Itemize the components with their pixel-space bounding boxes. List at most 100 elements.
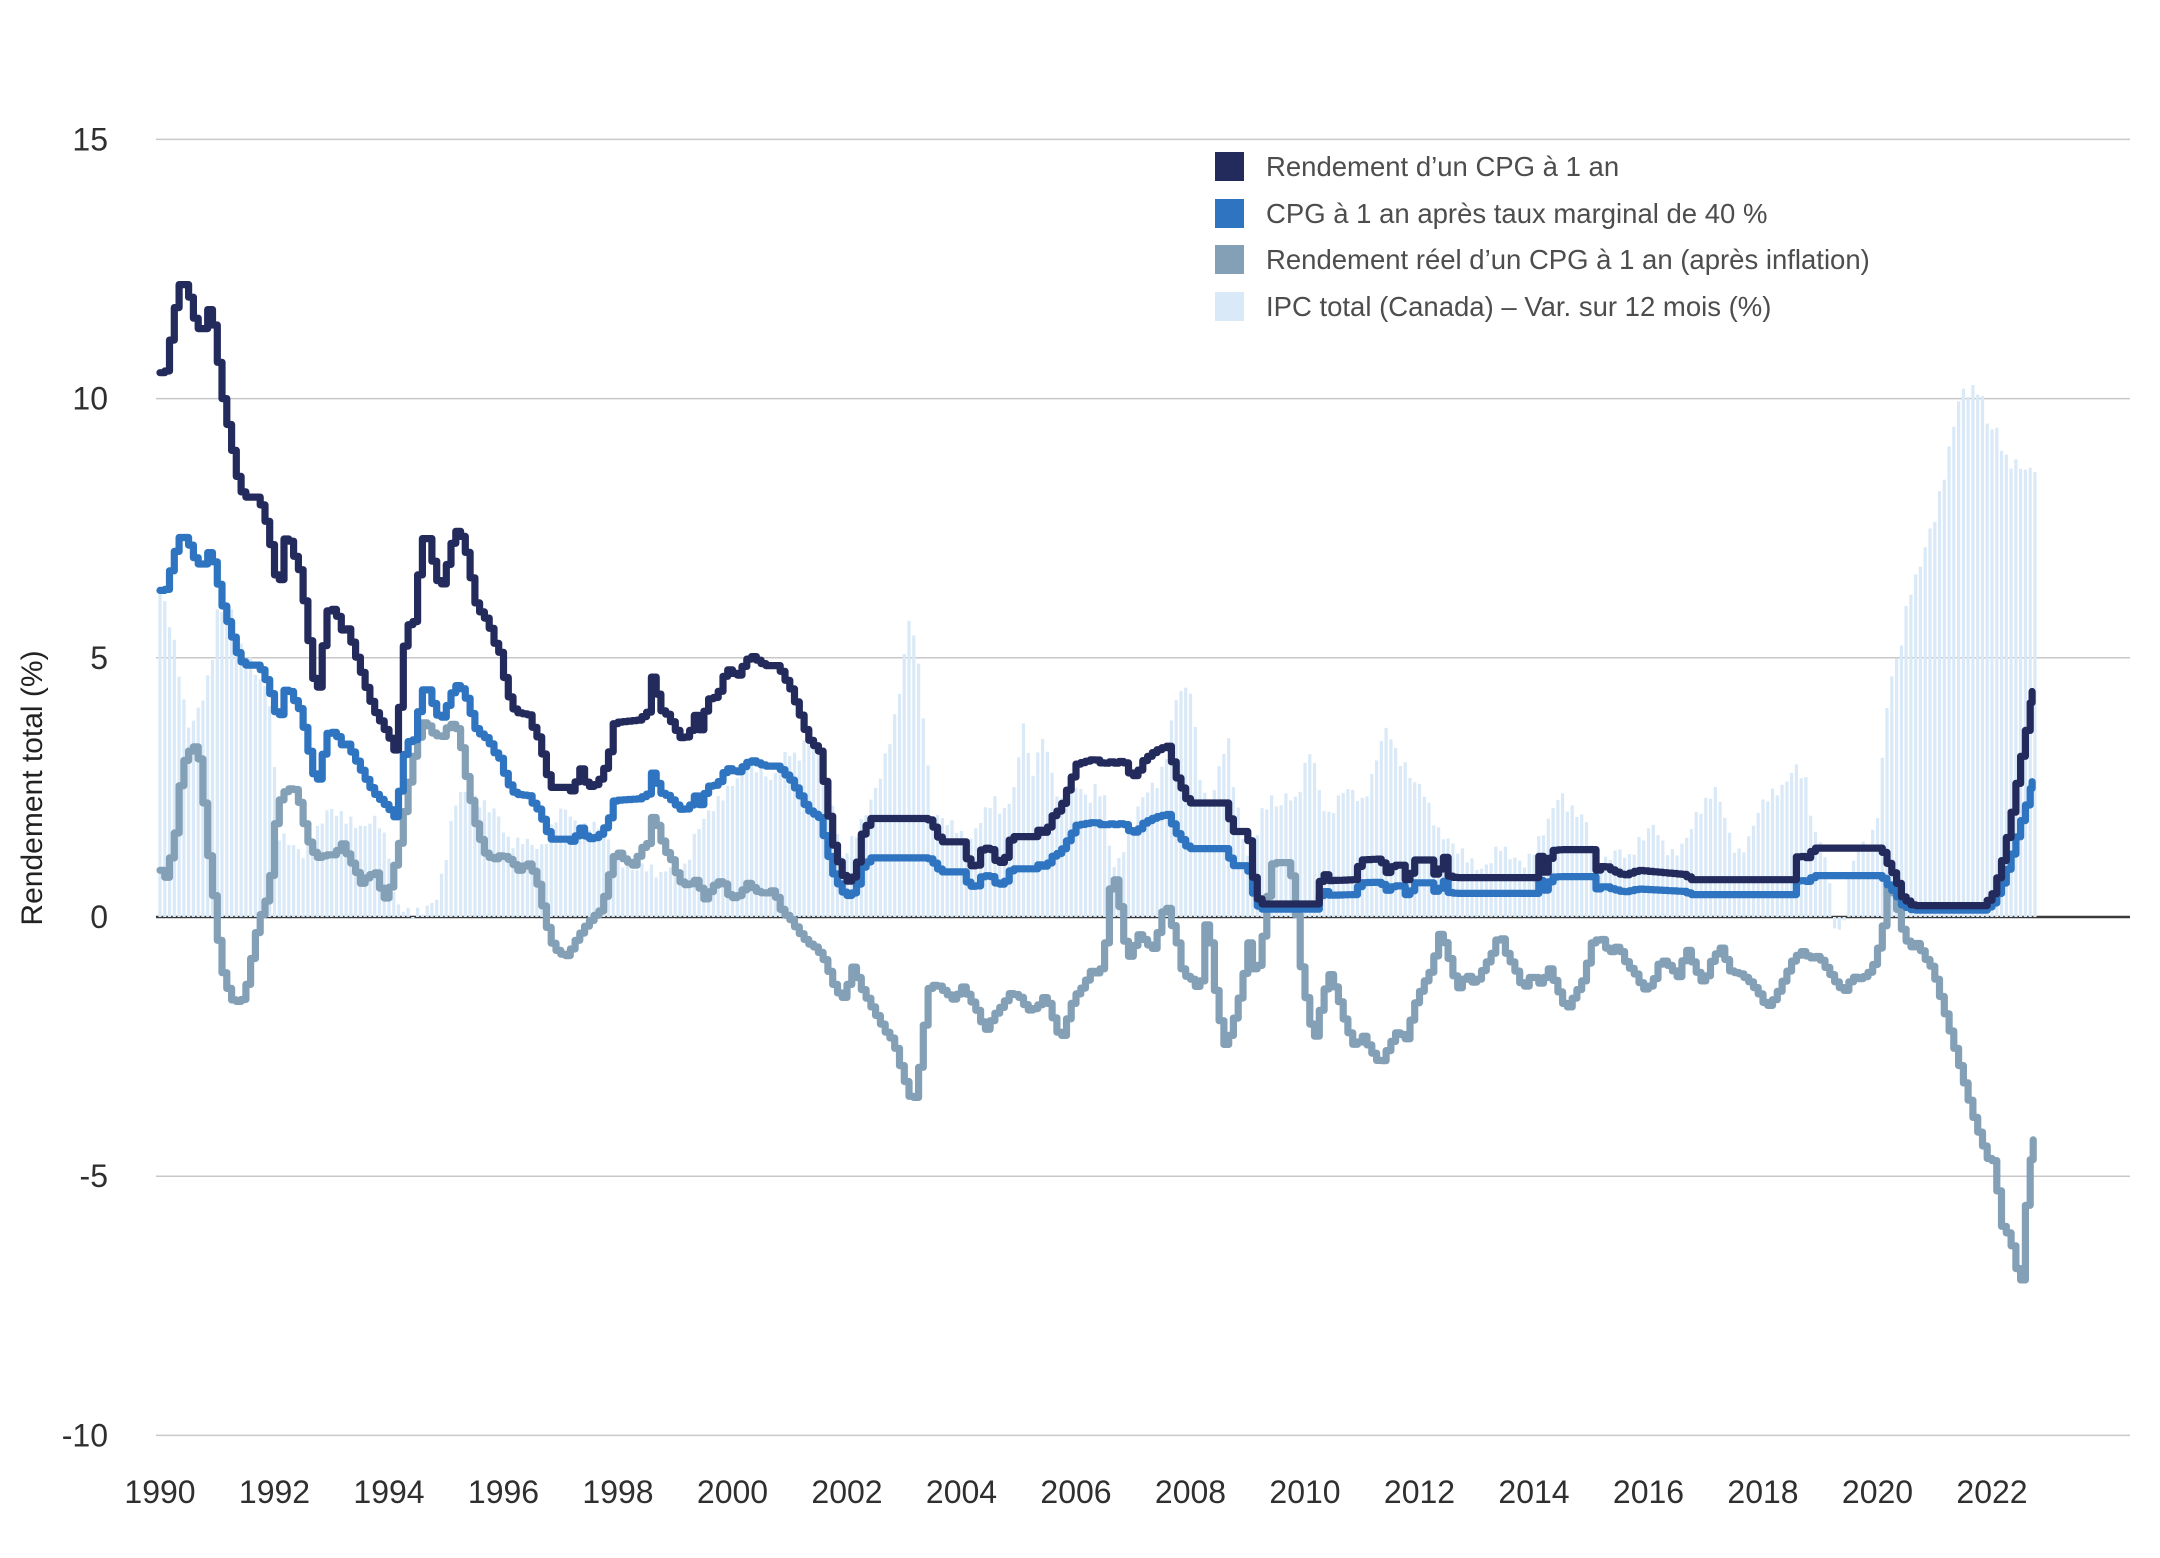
y-tick-label: 10 xyxy=(72,381,108,417)
cpi-bar xyxy=(635,870,639,917)
cpi-bar xyxy=(1403,762,1407,917)
cpi-bar xyxy=(1160,766,1164,917)
cpi-bar xyxy=(454,805,458,917)
cpi-bar xyxy=(907,620,911,917)
cpi-bar xyxy=(1336,795,1340,917)
cpi-bar xyxy=(769,779,773,917)
cpi-bar xyxy=(1379,741,1383,917)
cpi-bar xyxy=(640,863,644,917)
x-tick-label: 1990 xyxy=(124,1474,195,1510)
cpi-bar xyxy=(1618,849,1622,917)
aftertax-return-line xyxy=(156,533,2036,914)
cpi-bar xyxy=(1370,774,1374,917)
cpi-bar xyxy=(1465,862,1469,917)
cpi-bar xyxy=(845,853,849,917)
real-return-line xyxy=(156,719,2037,1284)
legend-swatch-gic-real xyxy=(1215,245,1244,274)
cpi-bar xyxy=(554,822,558,917)
cpi-bar xyxy=(1098,796,1102,917)
cpi-bar xyxy=(1689,829,1693,917)
cpi-bar xyxy=(435,899,439,917)
cpi-bar xyxy=(315,825,319,917)
cpi-bar xyxy=(797,760,801,917)
cpi-bar xyxy=(1761,799,1765,917)
cpi-bar xyxy=(306,844,310,917)
cpi-bar xyxy=(1417,783,1422,917)
cpi-bar xyxy=(583,823,587,917)
cpi-bar xyxy=(1675,855,1679,917)
y-tick-label: 15 xyxy=(72,121,108,157)
cpi-bar xyxy=(187,727,191,917)
cpi-bar xyxy=(1508,859,1512,917)
cpi-bar xyxy=(1885,708,1889,917)
x-tick-label: 1998 xyxy=(582,1474,653,1510)
cpi-bar xyxy=(1413,782,1417,917)
legend-swatch-cpi xyxy=(1215,291,1244,321)
cpi-bar xyxy=(1742,852,1746,917)
cpi-bar xyxy=(1952,426,1956,917)
cpi-bar xyxy=(325,810,329,917)
cpi-bar xyxy=(172,639,176,917)
cpi-bar xyxy=(368,823,372,917)
cpi-bar xyxy=(1494,846,1498,917)
cpi-bar xyxy=(411,917,415,920)
cpi-bar xyxy=(931,816,935,917)
cpi-bar xyxy=(544,844,548,917)
cpi-bar xyxy=(1556,800,1560,917)
legend-swatch-gic-pretax xyxy=(1215,152,1244,181)
cpi-bar xyxy=(182,699,186,917)
cpi-bar xyxy=(1794,764,1798,917)
cpi-bar xyxy=(969,838,973,917)
cpi-bar xyxy=(406,907,410,917)
cpi-bar xyxy=(630,870,634,917)
cpi-bar xyxy=(702,818,706,917)
cpi-bar xyxy=(1947,446,1951,917)
cpi-bar xyxy=(979,823,983,917)
cpi-bar xyxy=(1837,917,1841,930)
cpi-bar xyxy=(463,791,467,917)
cpi-bar xyxy=(1408,778,1412,917)
cpi-bar xyxy=(473,795,477,917)
cpi-bar xyxy=(1503,846,1507,917)
cpi-bar xyxy=(1961,388,1965,917)
cpi-bar xyxy=(668,867,673,917)
cpi-bar xyxy=(1584,822,1589,917)
legend-item-gic-pretax: Rendement d’un CPG à 1 an xyxy=(1215,152,1870,181)
cpi-bar xyxy=(559,808,563,917)
cpi-bar xyxy=(1541,835,1546,917)
cpi-bar xyxy=(783,751,787,917)
cpi-bar xyxy=(912,635,916,917)
cpi-bar xyxy=(363,825,367,917)
cpi-bar xyxy=(1890,676,1894,917)
cpi-bar xyxy=(225,609,229,917)
cpi-bar xyxy=(1732,852,1736,917)
cpi-bar xyxy=(1766,801,1770,917)
cpi-bar xyxy=(1150,782,1154,917)
cpi-bar xyxy=(373,815,377,917)
cpi-bar xyxy=(1928,528,1932,917)
cpi-bar xyxy=(1751,825,1756,917)
legend-swatch-gic-aftertax xyxy=(1215,198,1244,228)
cpi-bar xyxy=(2023,469,2027,917)
cpi-bar xyxy=(1146,792,1150,917)
cpi-bar xyxy=(396,904,401,917)
cpi-bar xyxy=(730,786,735,917)
cpi-bar xyxy=(349,816,353,917)
cpi-bar xyxy=(1923,547,1927,917)
cpi-bar xyxy=(210,659,215,917)
cpi-bar xyxy=(1852,860,1856,917)
cpi-bar xyxy=(320,823,324,917)
cpi-bar xyxy=(497,816,501,917)
cpi-bar xyxy=(1575,817,1579,917)
cpi-bar xyxy=(1899,645,1903,917)
cpi-bar xyxy=(239,643,243,917)
cpi-bar xyxy=(1050,772,1054,917)
cpi-bar xyxy=(1231,787,1235,917)
cpi-bar xyxy=(1222,754,1226,917)
cpi-bar xyxy=(292,845,296,917)
cpi-bar xyxy=(664,871,668,917)
cpi-bar xyxy=(1971,385,1975,917)
cpi-bar xyxy=(158,590,162,917)
cpi-bar xyxy=(444,859,448,917)
cpi-bar xyxy=(416,907,420,917)
